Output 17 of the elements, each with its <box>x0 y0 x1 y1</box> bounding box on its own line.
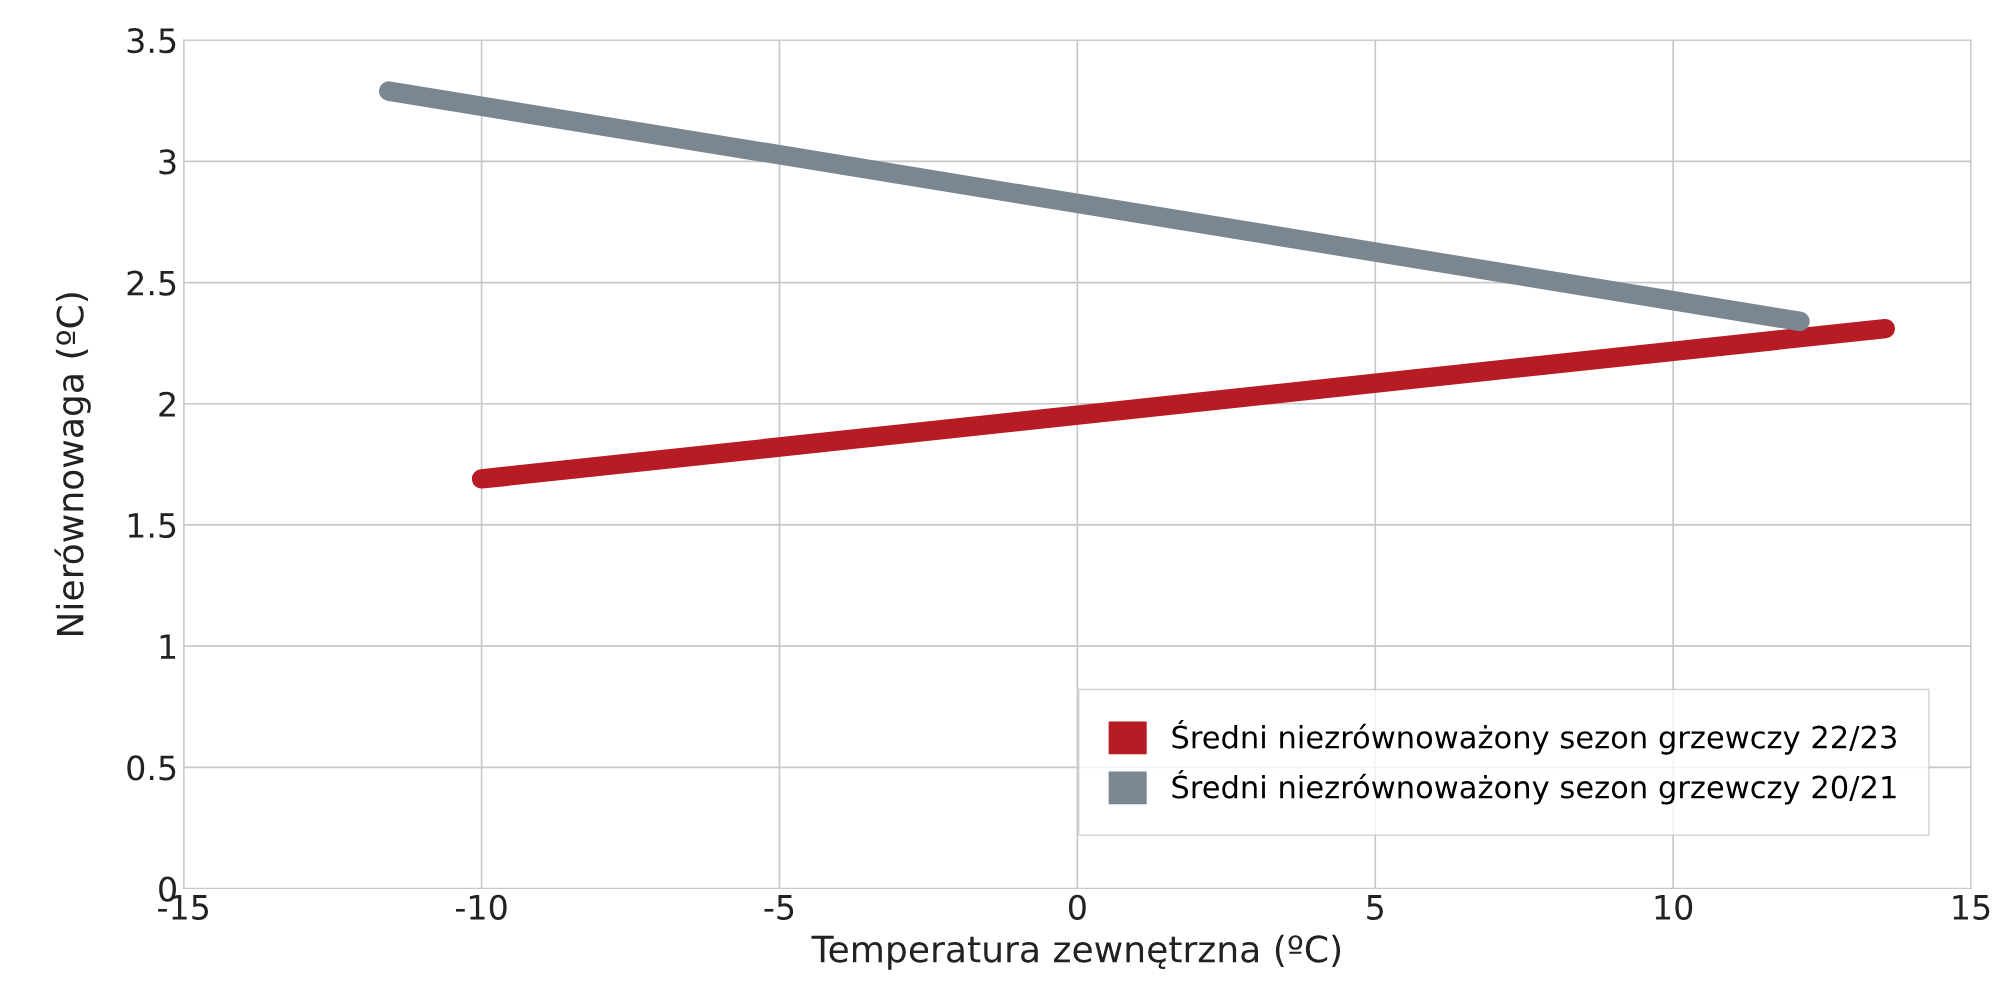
y-tick-label: 1.5 <box>128 513 176 539</box>
y-tick-label: 2.5 <box>127 270 176 296</box>
x-tick-label: 5 <box>1367 895 1383 920</box>
legend-label: Średni niezrównoważony sezon grzewczy 22/23 <box>1172 720 1896 755</box>
y-tick-label: 3.5 <box>127 28 176 54</box>
x-tick-label: -5 <box>764 895 794 920</box>
x-tick-label: 15 <box>1953 895 1990 920</box>
y-tick-label: 3 <box>159 149 176 175</box>
y-tick-label: 0.5 <box>127 755 176 781</box>
x-tick-label: 0 <box>1068 894 1086 920</box>
y-tick-label: 2 <box>159 391 175 417</box>
x-tick-label: -10 <box>456 894 507 920</box>
x-axis-title: Temperatura zewnętrzna (ºC) <box>811 934 1341 970</box>
y-tick-label: 1 <box>160 634 176 659</box>
y-axis-title: Nierównowaga (ºC) <box>54 293 91 636</box>
x-tick-label: 10 <box>1655 894 1693 920</box>
legend-label: Średni niezrównoważony sezon grzewczy 20/21 <box>1172 769 1896 805</box>
